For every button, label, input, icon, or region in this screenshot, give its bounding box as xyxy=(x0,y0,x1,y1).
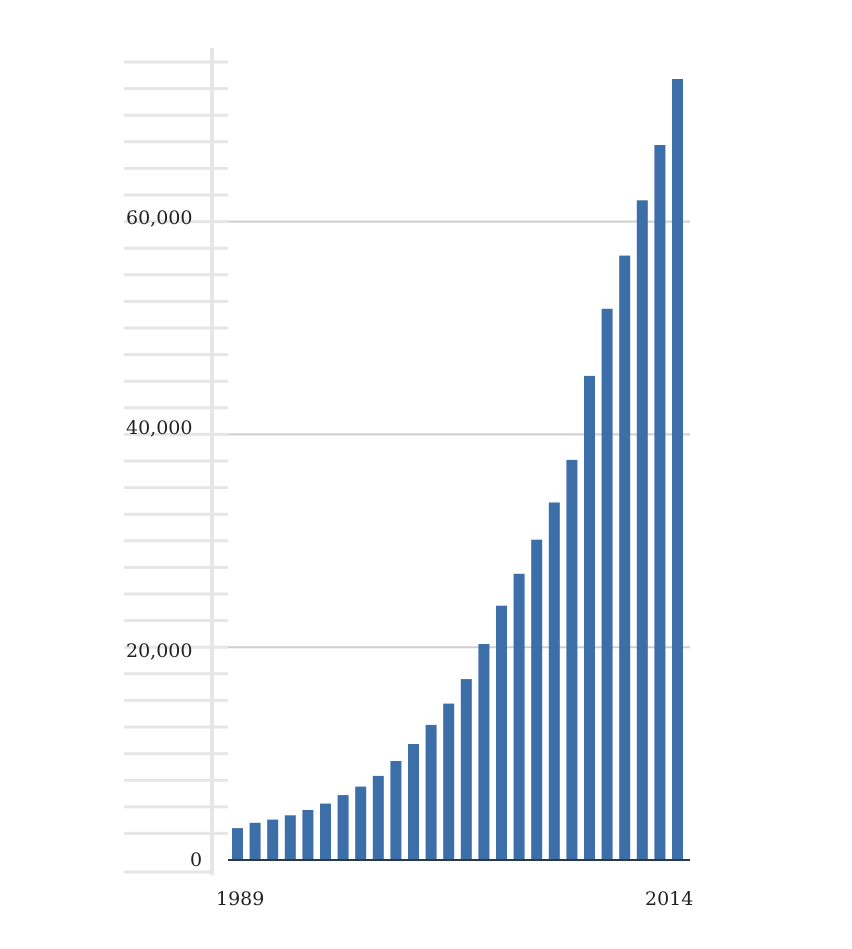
bar-1990 xyxy=(249,822,261,860)
bar-2012 xyxy=(636,200,648,861)
y-tick-label-60000: 60,000 xyxy=(126,207,192,229)
bar-2011 xyxy=(619,255,631,861)
bar-1993 xyxy=(302,810,314,860)
bar-2010 xyxy=(601,308,613,860)
bar-2007 xyxy=(548,502,560,860)
bar-1989 xyxy=(232,828,243,860)
y-tick-label-0: 0 xyxy=(190,849,202,871)
x-tick-label-start: 1989 xyxy=(216,888,264,910)
bar-1992 xyxy=(284,815,296,860)
bar-2001 xyxy=(443,703,455,860)
bar-1998 xyxy=(390,761,402,860)
x-tick-label-end: 2014 xyxy=(645,888,693,910)
bar-2006 xyxy=(531,539,543,860)
bar-1994 xyxy=(320,803,331,860)
bar-2004 xyxy=(496,605,507,860)
bar-2008 xyxy=(566,459,578,860)
y-tick-label-20000: 20,000 xyxy=(126,640,192,662)
bar-1999 xyxy=(408,744,419,860)
y-tick-label-40000: 40,000 xyxy=(126,417,192,439)
bar-2005 xyxy=(513,573,525,860)
bar-2003 xyxy=(478,644,490,860)
bar-1995 xyxy=(337,795,349,860)
bar-2013 xyxy=(654,145,666,860)
bar-1991 xyxy=(267,819,279,860)
bar-2009 xyxy=(584,375,595,860)
bar-2002 xyxy=(460,679,472,860)
bar-1996 xyxy=(355,786,367,860)
bars xyxy=(232,79,683,861)
bar-1997 xyxy=(372,775,384,860)
bar-2000 xyxy=(425,724,437,860)
bar-2014 xyxy=(672,79,683,860)
